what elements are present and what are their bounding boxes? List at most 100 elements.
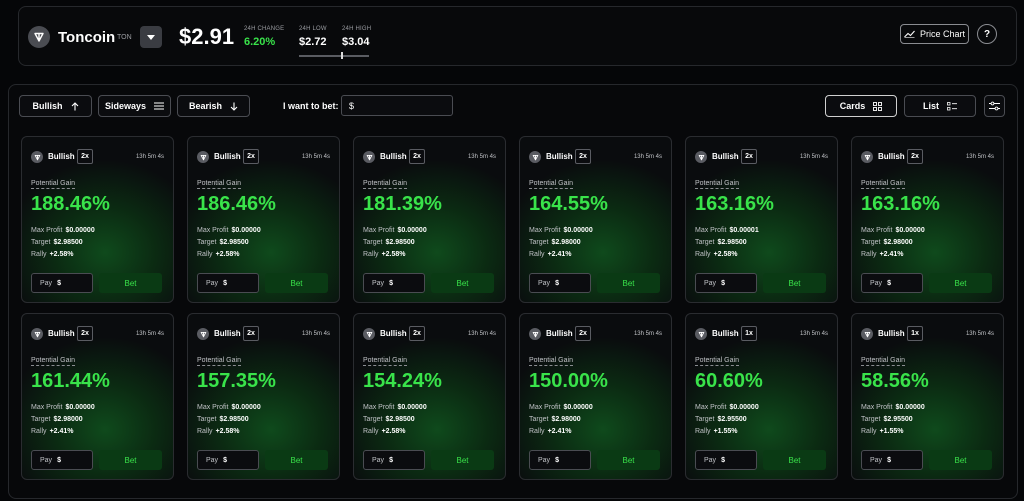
bet-button[interactable]: Bet [763,450,826,470]
rally-label: Rally [695,251,711,258]
toncoin-logo-icon [529,328,541,340]
toncoin-logo-icon [529,151,541,163]
card-direction: Bullish [380,152,407,161]
filter-bullish-button[interactable]: Bullish [19,95,92,117]
bet-button[interactable]: Bet [431,273,494,293]
max-profit-row: Max Profit $0.00000 [197,404,261,411]
bet-card[interactable]: Bullish 2x 13h 5m 4s Potential Gain 161.… [21,313,174,480]
pay-input[interactable]: Pay $ [31,450,93,470]
pay-input[interactable]: Pay $ [529,273,591,293]
coin-select-button[interactable] [140,26,162,48]
pay-label: Pay [538,456,551,464]
bet-card[interactable]: Bullish 2x 13h 5m 4s Potential Gain 163.… [851,136,1004,303]
help-button[interactable]: ? [977,24,997,44]
target-label: Target [695,239,715,246]
pay-input[interactable]: Pay $ [363,273,425,293]
max-profit-value: $0.00000 [563,404,593,411]
view-cards-button[interactable]: Cards [825,95,897,117]
price-chart-button[interactable]: Price Chart [900,24,969,44]
target-label: Target [363,416,383,423]
target-row: Target $2.98000 [31,416,83,423]
day-range-marker [341,52,343,59]
target-value: $2.98000 [883,239,913,246]
rally-row: Rally +2.58% [197,428,240,435]
pay-input[interactable]: Pay $ [695,273,757,293]
view-list-button[interactable]: List [904,95,976,117]
filter-sideways-button[interactable]: Sideways [98,95,171,117]
bet-card[interactable]: Bullish 2x 13h 5m 4s Potential Gain 150.… [519,313,672,480]
toncoin-logo-icon [861,151,873,163]
low-label: 24H LOW [299,26,327,32]
filter-bearish-button[interactable]: Bearish [177,95,250,117]
target-label: Target [529,416,549,423]
bet-button[interactable]: Bet [597,273,660,293]
pay-input[interactable]: Pay $ [529,450,591,470]
bet-button[interactable]: Bet [929,273,992,293]
target-label: Target [31,416,51,423]
pay-label: Pay [40,279,53,287]
rally-row: Rally +2.41% [31,428,74,435]
sideways-label: Sideways [104,101,147,111]
pay-label: Pay [206,279,219,287]
pay-currency: $ [887,456,891,464]
max-profit-row: Max Profit $0.00000 [861,227,925,234]
bet-button[interactable]: Bet [929,450,992,470]
bet-card[interactable]: Bullish 2x 13h 5m 4s Potential Gain 164.… [519,136,672,303]
pay-input[interactable]: Pay $ [861,273,923,293]
potential-gain-value: 181.39% [363,193,442,215]
bet-button[interactable]: Bet [597,450,660,470]
max-profit-label: Max Profit [31,404,63,411]
max-profit-label: Max Profit [197,227,229,234]
bet-button[interactable]: Bet [99,273,162,293]
target-label: Target [695,416,715,423]
bet-card[interactable]: Bullish 2x 13h 5m 4s Potential Gain 163.… [685,136,838,303]
pay-input[interactable]: Pay $ [861,450,923,470]
bet-button[interactable]: Bet [763,273,826,293]
pay-label: Pay [870,456,883,464]
bet-button[interactable]: Bet [265,273,328,293]
bet-card[interactable]: Bullish 2x 13h 5m 4s Potential Gain 154.… [353,313,506,480]
rally-row: Rally +2.58% [363,251,406,258]
pay-input[interactable]: Pay $ [197,273,259,293]
high-value: $3.04 [342,36,370,48]
target-row: Target $2.98000 [529,239,581,246]
time-remaining: 13h 5m 4s [135,331,164,337]
max-profit-value: $0.00000 [65,227,95,234]
cards-label: Cards [839,101,866,111]
time-remaining: 13h 5m 4s [301,154,330,160]
bet-card[interactable]: Bullish 2x 13h 5m 4s Potential Gain 186.… [187,136,340,303]
bet-button[interactable]: Bet [265,450,328,470]
rally-value: +1.55% [879,428,904,435]
pay-label: Pay [538,279,551,287]
max-profit-value: $0.00000 [231,227,261,234]
max-profit-row: Max Profit $0.00000 [363,227,427,234]
max-profit-value: $0.00000 [729,404,759,411]
max-profit-label: Max Profit [695,227,727,234]
potential-gain-label: Potential Gain [695,180,739,189]
pay-input[interactable]: Pay $ [197,450,259,470]
list-label: List [922,101,939,111]
bet-amount-input[interactable]: $ [341,95,453,116]
leverage-badge: 2x [243,326,259,341]
bet-card[interactable]: Bullish 1x 13h 5m 4s Potential Gain 60.6… [685,313,838,480]
bet-button[interactable]: Bet [431,450,494,470]
pay-currency: $ [57,279,61,287]
bet-card[interactable]: Bullish 2x 13h 5m 4s Potential Gain 188.… [21,136,174,303]
bet-card[interactable]: Bullish 2x 13h 5m 4s Potential Gain 181.… [353,136,506,303]
settings-button[interactable] [984,95,1005,117]
pay-input[interactable]: Pay $ [695,450,757,470]
time-remaining: 13h 5m 4s [799,331,828,337]
pay-currency: $ [389,456,393,464]
rally-label: Rally [31,251,47,258]
rally-value: +2.41% [879,251,904,258]
bet-card[interactable]: Bullish 2x 13h 5m 4s Potential Gain 157.… [187,313,340,480]
pay-input[interactable]: Pay $ [363,450,425,470]
max-profit-row: Max Profit $0.00000 [529,227,593,234]
pay-input[interactable]: Pay $ [31,273,93,293]
target-value: $2.98500 [385,416,415,423]
bet-card[interactable]: Bullish 1x 13h 5m 4s Potential Gain 58.5… [851,313,1004,480]
arrow-up-icon [71,101,78,110]
bet-button[interactable]: Bet [99,450,162,470]
rally-label: Rally [363,251,379,258]
potential-gain-value: 60.60% [695,370,763,392]
